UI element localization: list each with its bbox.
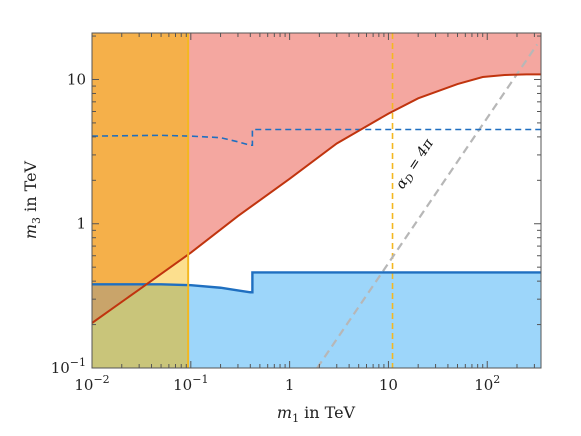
pink-region	[188, 33, 541, 255]
blue-dashed-line	[92, 128, 541, 147]
shaded-regions	[92, 33, 541, 368]
x-tick-label: 10	[379, 376, 398, 394]
x-tick-label: 10−2	[74, 373, 109, 394]
gray-dashed-line	[316, 43, 539, 368]
curves	[92, 33, 541, 368]
x-tick-label: 1	[285, 376, 295, 394]
blue-solid-line	[92, 271, 541, 294]
plot-frame	[91, 32, 542, 369]
annotations: αD = 4π	[393, 136, 439, 194]
x-tick-label: 102	[474, 373, 500, 394]
ticks	[91, 33, 541, 369]
y-axis-label: m3 in TeV	[21, 160, 43, 239]
orange-region	[92, 33, 189, 324]
red-line	[92, 73, 541, 324]
blue-region	[188, 272, 541, 368]
y-tick-label: 10−1	[51, 356, 86, 377]
alpha-d-annotation: αD = 4π	[393, 136, 439, 194]
x-axis-label: m1 in TeV	[277, 403, 356, 425]
y-tick-label: 10	[67, 70, 86, 88]
olive-region	[92, 284, 189, 368]
y-tick-label: 1	[76, 215, 86, 233]
x-tick-label: 10−1	[173, 373, 208, 394]
